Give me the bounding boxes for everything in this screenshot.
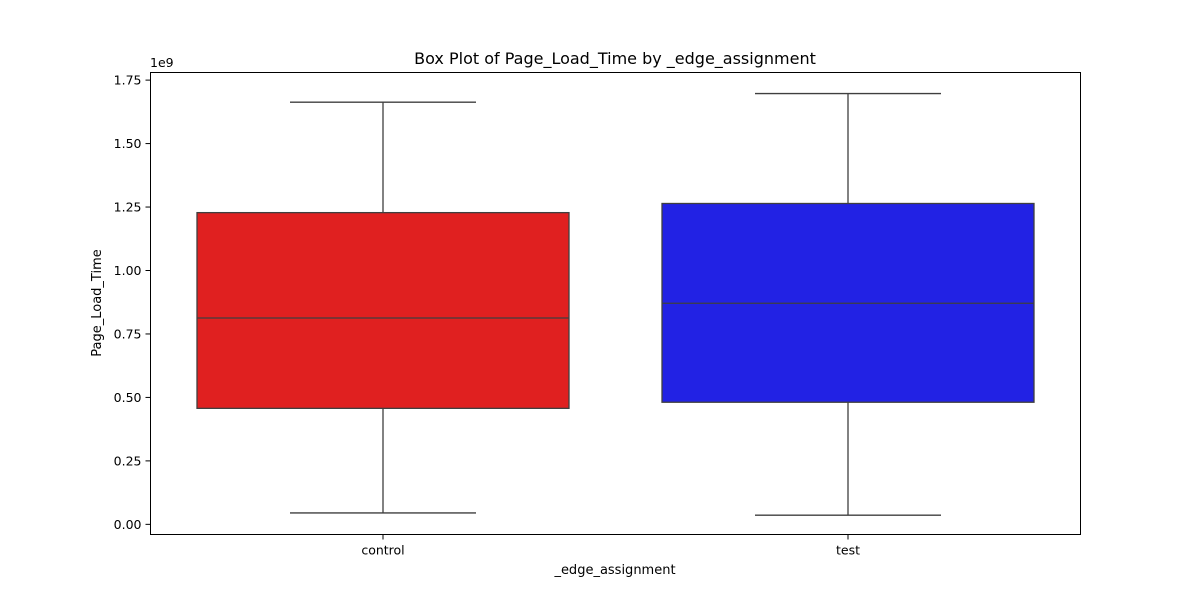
x-axis-ticks: control test [361,534,860,558]
box-group-control [196,101,570,514]
x-tick-label: test [836,543,860,558]
y-tick-label: 1.50 [114,136,142,151]
plot-area [196,92,1035,516]
y-tick-label: 1.75 [114,73,142,88]
y-tick-label: 0.25 [114,453,142,468]
y-axis-ticks: 0.00 0.25 0.50 0.75 1.00 1.25 1.50 1.75 [114,73,151,532]
y-tick-label: 1.00 [114,263,142,278]
y-tick-label: 1.25 [114,200,142,215]
y-tick-label: 0.50 [114,390,142,405]
y-tick-label: 0.75 [114,326,142,341]
box-control [196,211,570,409]
plot-frame [150,72,1081,535]
box-group-test [661,92,1035,516]
x-tick-label: control [361,543,404,558]
x-axis-label: _edge_assignment [553,563,675,578]
y-axis-label: Page_Load_Time [90,249,105,356]
y-tick-label: 0.00 [114,517,142,532]
chart-title: Box Plot of Page_Load_Time by _edge_assi… [414,49,816,69]
y-axis-offset-label: 1e9 [150,55,174,70]
